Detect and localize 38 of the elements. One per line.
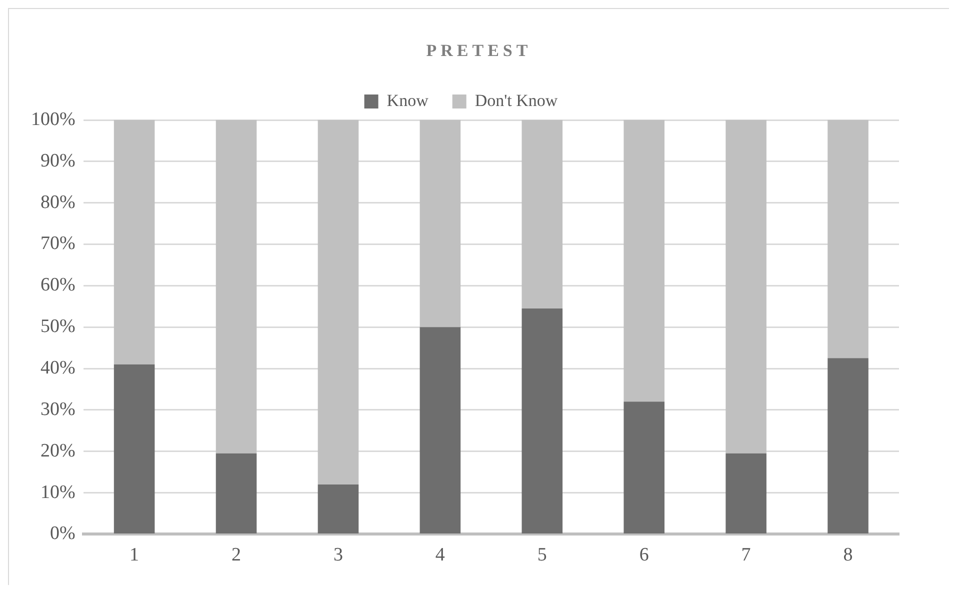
bar <box>828 120 868 358</box>
bar <box>114 120 155 364</box>
y-tick-label: 40% <box>40 358 76 379</box>
x-tick-label: 8 <box>843 544 853 566</box>
bar <box>624 402 664 534</box>
bar <box>828 358 868 534</box>
bar <box>522 308 563 534</box>
y-tick-label: 10% <box>40 482 76 503</box>
y-tick-label: 80% <box>40 192 76 213</box>
x-tick-label: 2 <box>232 544 242 566</box>
bar <box>318 484 359 534</box>
y-tick-label: 0% <box>50 523 76 544</box>
chart-title: PRETEST <box>425 41 533 61</box>
y-tick-label: 70% <box>40 233 76 254</box>
bar <box>216 453 257 534</box>
x-tick-label: 7 <box>741 544 751 566</box>
x-tick-label: 4 <box>435 544 446 566</box>
bar <box>420 120 461 328</box>
x-tick-label: 6 <box>639 544 649 566</box>
x-tick-label: 1 <box>130 544 140 566</box>
bar <box>420 327 461 534</box>
y-tick-label: 60% <box>40 274 76 296</box>
bar <box>522 120 563 308</box>
x-tick-label: 3 <box>333 544 343 566</box>
y-tick-label: 30% <box>40 398 76 420</box>
bar <box>624 120 664 402</box>
bar <box>318 120 359 484</box>
bar <box>114 364 155 534</box>
x-tick-label: 5 <box>537 544 547 566</box>
legend-label: Don't Know <box>474 90 558 110</box>
y-tick-label: 100% <box>31 108 76 130</box>
bar <box>726 120 766 454</box>
y-tick-label: 90% <box>40 150 76 172</box>
bar <box>216 120 257 454</box>
y-tick-label: 20% <box>40 440 76 462</box>
bar <box>726 453 766 534</box>
legend-label: Know <box>386 90 430 110</box>
y-tick-label: 50% <box>40 316 76 338</box>
